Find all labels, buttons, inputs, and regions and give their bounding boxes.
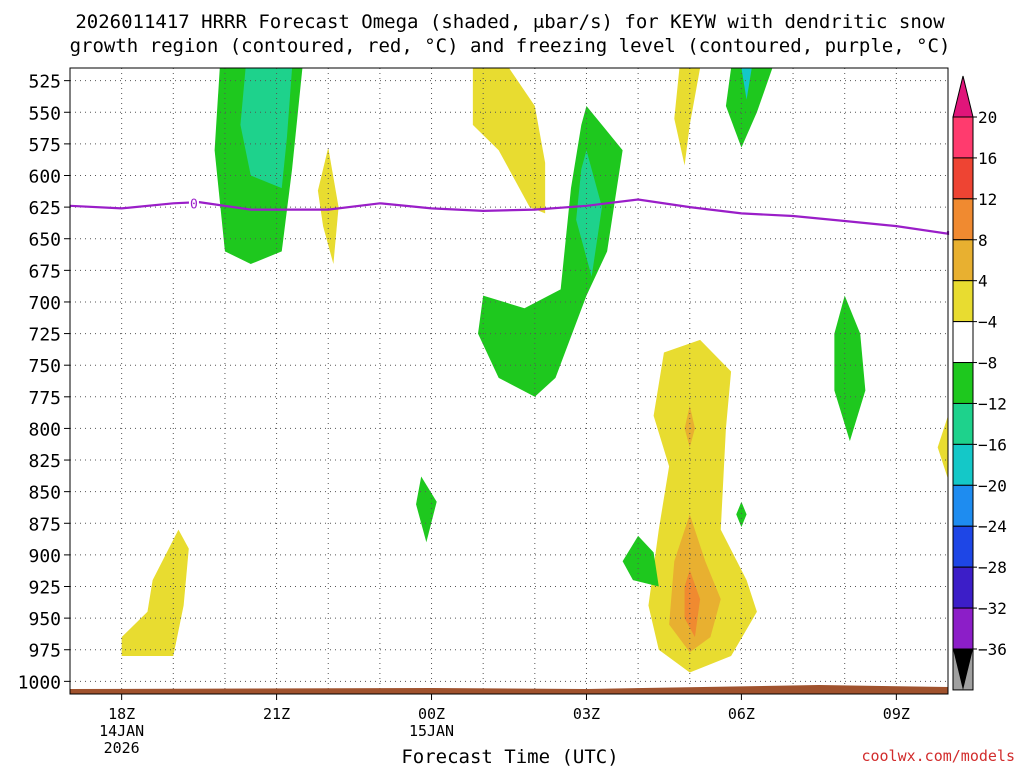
y-tick-label-975: 975 <box>28 641 61 662</box>
y-tick-label-600: 600 <box>28 166 61 187</box>
x-tick-date-18Z: 14JAN <box>99 722 144 740</box>
y-tick-label-525: 525 <box>28 72 61 93</box>
y-tick-label-675: 675 <box>28 261 61 282</box>
colorbar-swatch <box>952 239 974 282</box>
colorbar-label: −24 <box>978 517 1007 536</box>
y-tick-label-650: 650 <box>28 230 61 251</box>
x-tick-label-00Z: 00Z <box>418 705 445 723</box>
y-tick-label-900: 900 <box>28 546 61 567</box>
colorbar-swatch <box>952 157 974 200</box>
y-tick-label-875: 875 <box>28 514 61 535</box>
plot-frame <box>69 67 949 695</box>
colorbar-swatch <box>952 198 974 241</box>
colorbar-swatch <box>952 566 974 609</box>
colorbar-label: 12 <box>978 190 997 209</box>
colorbar-label: −28 <box>978 558 1007 577</box>
colorbar-label: 8 <box>978 231 988 250</box>
colorbar-label: −16 <box>978 435 1007 454</box>
colorbar-swatch <box>952 280 974 323</box>
omega-region-sinking-0100z-upper <box>472 68 546 214</box>
colorbar-label: 16 <box>978 149 997 168</box>
y-tick-label-800: 800 <box>28 419 61 440</box>
colorbar-swatch <box>952 484 974 527</box>
omega-region-ascent-0800z <box>834 295 866 442</box>
x-tick-label-03Z: 03Z <box>573 705 600 723</box>
colorbar-swatch <box>952 402 974 445</box>
y-axis: 525 550 575 600 625 650 675 700 725 750 775 800 825 8… <box>18 72 70 693</box>
omega-region-ascent-2000z-core <box>240 68 293 189</box>
colorbar-bottom-arrow <box>953 649 973 690</box>
x-tick-label-21Z: 21Z <box>263 705 290 723</box>
omega-region-ascent-0000z-small <box>416 476 437 543</box>
omega-region-sinking-2200z <box>317 147 339 265</box>
chart-title-line1: 2026011417 HRRR Forecast Omega (shaded, … <box>75 11 945 33</box>
colorbar-label: −36 <box>978 640 1007 659</box>
x-tick-label-18Z: 18Z <box>108 705 135 723</box>
colorbar-label: −20 <box>978 476 1007 495</box>
x-axis-label: Forecast Time (UTC) <box>401 746 618 768</box>
x-tick-date-00Z: 15JAN <box>409 722 454 740</box>
omega-region-ascent-0600z-core <box>741 68 752 100</box>
y-tick-label-925: 925 <box>28 578 61 599</box>
surface-terrain <box>70 685 948 694</box>
colorbar-swatch <box>952 525 974 568</box>
x-tick-label-09Z: 09Z <box>883 705 910 723</box>
x-tick-label-06Z: 06Z <box>728 705 755 723</box>
y-tick-label-1000: 1000 <box>18 672 61 693</box>
colorbar-swatch <box>952 321 974 364</box>
freezing-level-label-bg <box>188 196 199 210</box>
colorbar-label: −4 <box>978 313 997 332</box>
colorbar-swatch <box>952 362 974 404</box>
omega-region-sinking-1100z-edge <box>937 390 948 480</box>
colorbar-swatch <box>952 116 974 159</box>
y-tick-label-575: 575 <box>28 135 61 156</box>
omega-region-sinking-0500z-lower-core <box>669 514 721 653</box>
colorbar: 20 16 12 8 4 −4 −8 −12 −16 −20 −24 −28 −32 −36 <box>952 75 1007 691</box>
y-tick-label-850: 850 <box>28 483 61 504</box>
omega-region-sinking-0500z-upper <box>674 68 701 166</box>
freezing-level-line <box>69 198 950 235</box>
y-tick-label-700: 700 <box>28 293 61 314</box>
omega-region-ascent-0600z-small <box>736 501 747 528</box>
omega-region-sinking-0500z-max <box>684 570 701 638</box>
colorbar-swatch <box>952 443 974 486</box>
y-tick-label-825: 825 <box>28 451 61 472</box>
freezing-level-contour: 0 <box>69 196 950 235</box>
x-tick-year-18Z: 2026 <box>104 739 140 757</box>
omega-region-ascent-0400z-small <box>622 535 659 587</box>
colorbar-label: 20 <box>978 108 997 127</box>
omega-region-sinking-1900z <box>121 529 189 657</box>
omega-region-ascent-0600z-upper <box>725 68 773 148</box>
y-tick-label-625: 625 <box>28 198 61 219</box>
omega-region-sinking-0500z-upper-core <box>684 405 695 448</box>
colorbar-label: −8 <box>978 354 997 373</box>
colorbar-label: −12 <box>978 394 1007 413</box>
colorbar-label: −32 <box>978 599 1007 618</box>
y-tick-label-775: 775 <box>28 388 61 409</box>
y-tick-label-750: 750 <box>28 356 61 377</box>
colorbar-swatch <box>952 607 974 650</box>
colorbar-top-arrow <box>952 75 974 118</box>
surface-terrain-band <box>70 685 948 694</box>
omega-region-ascent-0300z-core <box>576 150 602 277</box>
y-tick-label-725: 725 <box>28 325 61 346</box>
y-tick-label-950: 950 <box>28 609 61 630</box>
freezing-level-label: 0 <box>190 197 198 212</box>
credit-text: coolwx.com/models <box>861 747 1015 765</box>
y-tick-label-550: 550 <box>28 103 61 124</box>
chart-title-line2: growth region (contoured, red, °C) and f… <box>70 35 951 57</box>
colorbar-label: 4 <box>978 272 988 291</box>
